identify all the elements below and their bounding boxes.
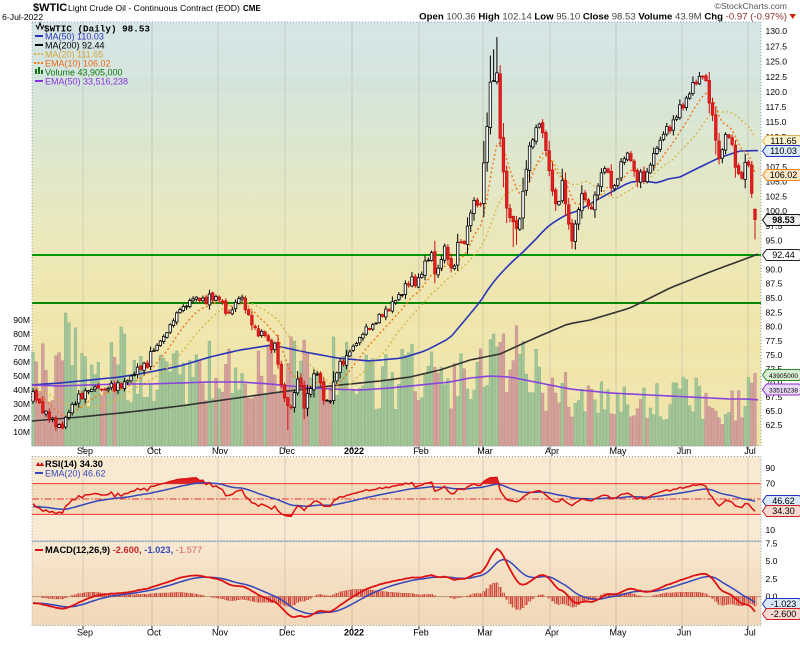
svg-text:130.0: 130.0 (766, 26, 788, 36)
svg-text:122.5: 122.5 (766, 72, 788, 82)
svg-text:90: 90 (766, 463, 776, 473)
svg-text:May: May (609, 446, 627, 456)
svg-text:CME: CME (243, 4, 261, 13)
svg-text:0.0: 0.0 (766, 592, 778, 602)
svg-text:Feb: Feb (413, 446, 429, 456)
svg-text:Jul: Jul (744, 628, 756, 638)
svg-text:98.53: 98.53 (772, 215, 795, 225)
svg-text:95.0: 95.0 (766, 235, 783, 245)
svg-text:Dec: Dec (279, 446, 296, 456)
svg-text:82.5: 82.5 (766, 307, 783, 317)
svg-text:107.5: 107.5 (766, 162, 788, 172)
svg-text:20M: 20M (13, 413, 30, 423)
svg-text:Oct: Oct (147, 628, 162, 638)
svg-text:127.5: 127.5 (766, 42, 788, 52)
svg-text:7.5: 7.5 (766, 538, 778, 548)
svg-text:May: May (609, 628, 627, 638)
svg-text:10M: 10M (13, 427, 30, 437)
svg-text:30M: 30M (13, 399, 30, 409)
svg-text:92.44: 92.44 (772, 250, 795, 260)
svg-text:Apr: Apr (545, 628, 559, 638)
svg-text:EMA(20) 46.62: EMA(20) 46.62 (45, 469, 106, 479)
svg-text:70: 70 (766, 479, 776, 489)
svg-text:2022: 2022 (344, 628, 364, 638)
svg-text:110.03: 110.03 (770, 146, 797, 156)
svg-text:Dec: Dec (279, 628, 296, 638)
svg-text:120.0: 120.0 (766, 87, 788, 97)
svg-text:115.0: 115.0 (766, 117, 787, 127)
svg-text:Jun: Jun (677, 628, 692, 638)
svg-text:70.0: 70.0 (766, 378, 783, 388)
svg-text:RSI(14) 34.30: RSI(14) 34.30 (45, 459, 103, 469)
svg-text:$WTIC (Daily) 98.53: $WTIC (Daily) 98.53 (44, 24, 150, 35)
svg-text:MA(200) 92.44: MA(200) 92.44 (45, 40, 105, 50)
svg-text:Jun: Jun (677, 446, 692, 456)
svg-text:87.5: 87.5 (766, 279, 783, 289)
svg-text:Jul: Jul (744, 446, 756, 456)
svg-text:6-Jul-2022: 6-Jul-2022 (2, 12, 43, 22)
svg-text:-1.023: -1.023 (771, 599, 797, 609)
svg-text:90M: 90M (13, 315, 30, 325)
svg-text:70M: 70M (13, 343, 30, 353)
svg-text:Oct: Oct (147, 446, 162, 456)
svg-text:80M: 80M (13, 329, 30, 339)
svg-text:85.0: 85.0 (766, 293, 783, 303)
svg-text:65.0: 65.0 (766, 406, 783, 416)
svg-text:117.5: 117.5 (766, 102, 787, 112)
svg-text:75.0: 75.0 (766, 350, 783, 360)
svg-text:MA(20) 111.65: MA(20) 111.65 (45, 50, 103, 60)
svg-text:Feb: Feb (413, 628, 429, 638)
svg-text:10: 10 (766, 525, 776, 535)
svg-text:62.5: 62.5 (766, 420, 783, 430)
svg-text:46.62: 46.62 (772, 496, 795, 506)
svg-text:2.5: 2.5 (766, 574, 778, 584)
svg-text:Light Crude Oil - Continuous C: Light Crude Oil - Continuous Contract (E… (68, 3, 240, 13)
svg-text:125.0: 125.0 (766, 57, 788, 67)
svg-text:Sep: Sep (77, 446, 93, 456)
svg-text:MA(50) 110.03: MA(50) 110.03 (45, 32, 104, 42)
svg-text:106.02: 106.02 (770, 170, 798, 180)
svg-text:33516238: 33516238 (769, 388, 798, 395)
svg-text:102.5: 102.5 (766, 191, 788, 201)
svg-text:MACD(12,26,9) -2.600, -1.023,: MACD(12,26,9) -2.600, -1.023, -1.577 (45, 545, 202, 555)
svg-text:34.30: 34.30 (772, 506, 795, 516)
svg-text:80.0: 80.0 (766, 322, 783, 332)
svg-text:5.0: 5.0 (766, 556, 778, 566)
svg-text:Open 100.36 High 102.14 Low 95: Open 100.36 High 102.14 Low 95.10 Close … (419, 12, 787, 23)
svg-text:EMA(10) 106.02: EMA(10) 106.02 (45, 59, 111, 69)
svg-text:105.0: 105.0 (766, 177, 788, 187)
svg-text:Apr: Apr (545, 446, 559, 456)
svg-text:60M: 60M (13, 357, 30, 367)
svg-text:©StockCharts.com: ©StockCharts.com (714, 1, 787, 11)
svg-text:40M: 40M (13, 385, 30, 395)
svg-text:50M: 50M (13, 371, 30, 381)
svg-text:Nov: Nov (212, 446, 229, 456)
svg-text:111.65: 111.65 (770, 136, 796, 146)
svg-text:-2.600: -2.600 (771, 609, 797, 619)
svg-text:43905000: 43905000 (769, 373, 798, 380)
svg-text:Mar: Mar (477, 628, 493, 638)
svg-text:100.0: 100.0 (766, 206, 788, 216)
svg-text:$WTIC: $WTIC (33, 2, 67, 14)
svg-text:67.5: 67.5 (766, 392, 783, 402)
svg-text:2022: 2022 (344, 446, 364, 456)
svg-text:EMA(50) 33,516,238: EMA(50) 33,516,238 (45, 76, 128, 86)
svg-text:Nov: Nov (212, 628, 229, 638)
svg-text:Sep: Sep (77, 628, 93, 638)
svg-text:90.0: 90.0 (766, 264, 783, 274)
svg-text:77.5: 77.5 (766, 336, 783, 346)
svg-text:Mar: Mar (477, 446, 493, 456)
svg-text:Volume 43,905,000: Volume 43,905,000 (45, 67, 123, 77)
